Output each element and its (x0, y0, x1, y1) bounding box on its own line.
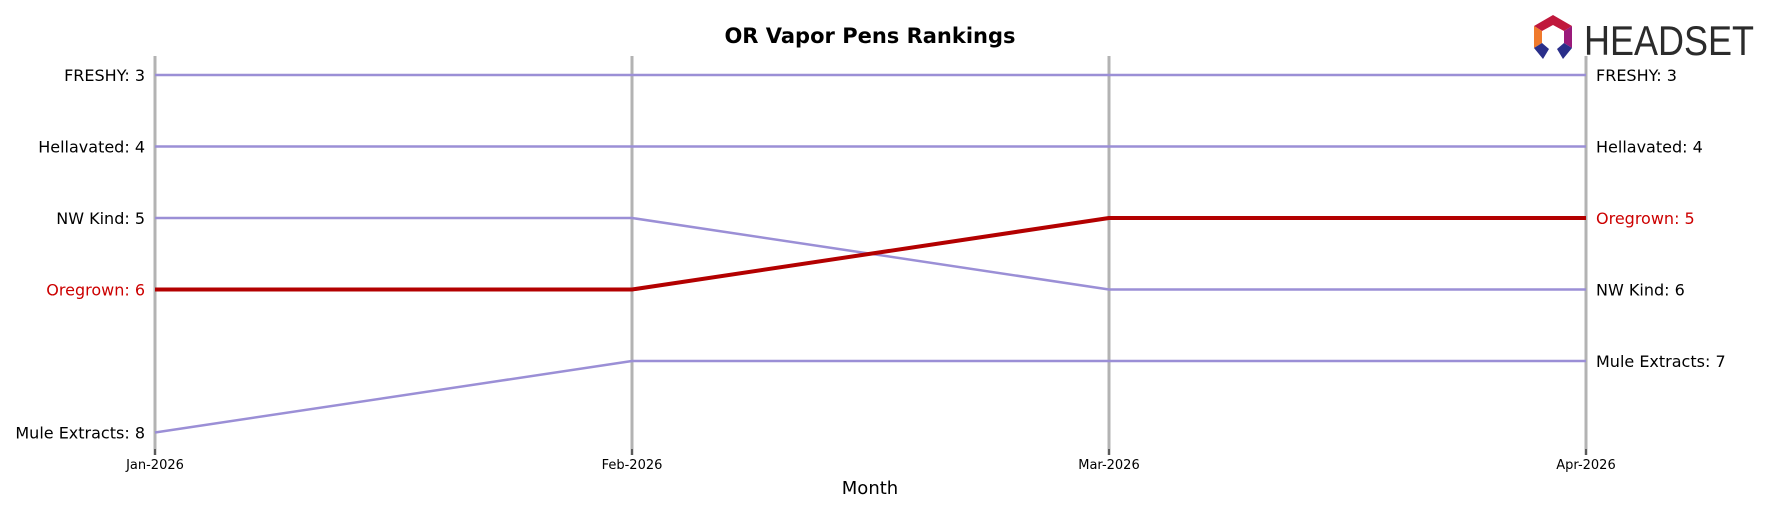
x-axis-label: Month (842, 478, 898, 499)
start-rank-label: NW Kind: 5 (56, 209, 145, 228)
start-rank-label: Oregrown: 6 (46, 281, 145, 300)
x-tick-label: Mar-2026 (1078, 458, 1139, 473)
chart-title: OR Vapor Pens Rankings (724, 24, 1015, 48)
headset-logo: HEADSET (1534, 15, 1754, 64)
x-tick-label: Jan-2026 (125, 458, 184, 473)
start-rank-labels: FRESHY: 3 Hellavated: 4 NW Kind: 5 Oregrown… (15, 66, 145, 443)
start-rank-label: FRESHY: 3 (64, 66, 145, 85)
x-tick-label: Apr-2026 (1556, 458, 1615, 473)
end-rank-labels: FRESHY: 3 Hellavated: 4 Oregrown: 5 NW Kind… (1596, 66, 1726, 371)
end-rank-label: Mule Extracts: 7 (1596, 352, 1726, 371)
month-gridlines (153, 56, 1588, 455)
logo-text: HEADSET (1584, 17, 1754, 64)
series-line-oregrown (155, 216, 1586, 292)
start-rank-label: Hellavated: 4 (38, 138, 145, 157)
start-rank-label: Mule Extracts: 8 (15, 424, 145, 443)
series-line-mule-extracts (154, 359, 1586, 434)
end-rank-label: Oregrown: 5 (1596, 209, 1695, 228)
end-rank-label: Hellavated: 4 (1596, 138, 1703, 157)
x-tick-label: Feb-2026 (602, 458, 663, 473)
headset-hexagon-logo-icon (1534, 15, 1572, 59)
end-rank-label: NW Kind: 6 (1596, 281, 1685, 300)
end-rank-label: FRESHY: 3 (1596, 66, 1677, 85)
x-tick-labels: Jan-2026 Feb-2026 Mar-2026 Apr-2026 (125, 449, 1616, 473)
series-lines (154, 73, 1586, 434)
